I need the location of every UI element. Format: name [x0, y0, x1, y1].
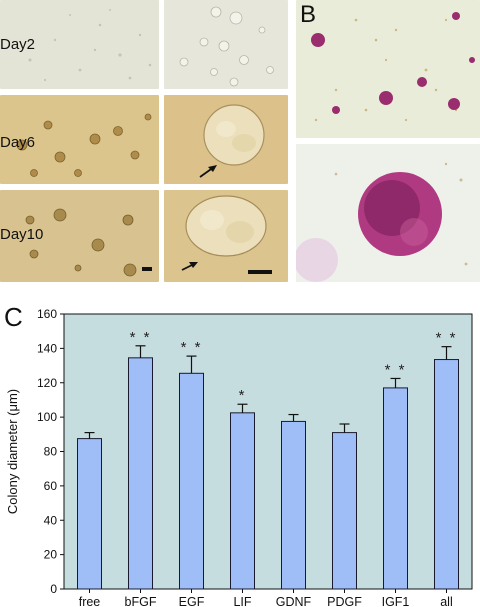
y-tick-label: 120: [37, 376, 57, 390]
day-label-day2: Day2: [0, 36, 36, 53]
micrograph-stained-detail: [296, 144, 480, 282]
y-tick-label: 80: [44, 445, 58, 459]
micrograph-day6-overview: [0, 95, 159, 184]
x-tick-label-all: all: [440, 595, 453, 607]
x-tick-label-free: free: [79, 595, 101, 607]
y-tick-label: 100: [37, 410, 57, 424]
micrograph-day2-detail: [164, 0, 288, 89]
micrograph-day2-overview: [0, 0, 159, 89]
significance-marker-bfgf: * *: [130, 329, 152, 346]
significance-marker-all: * *: [436, 330, 458, 347]
bar-series: * * * * * * * * *: [77, 329, 459, 590]
micrograph-day6-detail: [164, 95, 288, 184]
day-label-day10: Day10: [0, 226, 44, 243]
significance-marker-igf1: * *: [385, 361, 407, 378]
day-label-day6: Day6: [0, 134, 36, 151]
bar-egf: [179, 372, 204, 590]
y-tick-label: 140: [37, 341, 57, 355]
bar-all: [434, 359, 459, 590]
x-tick-label-pdgf: PDGF: [327, 595, 362, 607]
y-tick-label: 60: [44, 479, 58, 493]
y-tick-label: 40: [44, 513, 58, 527]
significance-marker-lif: *: [239, 387, 247, 404]
panel-label-c: C: [4, 302, 23, 332]
y-tick-label: 0: [50, 582, 57, 596]
x-axis-ticks: free bFGF EGF LIF GDNF PDGF IGF1 all: [79, 589, 453, 607]
micrograph-stained-overview: [296, 0, 480, 138]
bar-gdnf: [281, 420, 306, 590]
y-axis-label: Colony diameter (μm): [5, 389, 20, 514]
bar-free: [77, 438, 102, 590]
x-tick-label-bfgf: bFGF: [125, 595, 157, 607]
panel-label-b: B: [300, 1, 317, 28]
x-tick-label-lif: LIF: [233, 595, 251, 607]
plot-area: [63, 313, 473, 590]
y-tick-label: 160: [37, 307, 57, 321]
micrograph-day10-detail: [164, 190, 288, 282]
bar-chart: Colony diameter (μm) 0 20 40 60 80 100 120 140 1…: [5, 307, 473, 607]
bar-igf1: [383, 387, 408, 590]
x-tick-label-gdnf: GDNF: [276, 595, 312, 607]
bar-lif: [230, 412, 255, 590]
x-tick-label-igf1: IGF1: [382, 595, 410, 607]
y-axis-ticks: 0 20 40 60 80 100 120 140 160: [37, 307, 64, 596]
y-tick-label: 20: [44, 548, 58, 562]
x-tick-label-egf: EGF: [179, 595, 205, 607]
bar-bfgf: [128, 357, 153, 590]
bar-pdgf: [332, 432, 357, 590]
significance-marker-egf: * *: [181, 339, 203, 356]
micrograph-day10-overview: [0, 190, 159, 282]
